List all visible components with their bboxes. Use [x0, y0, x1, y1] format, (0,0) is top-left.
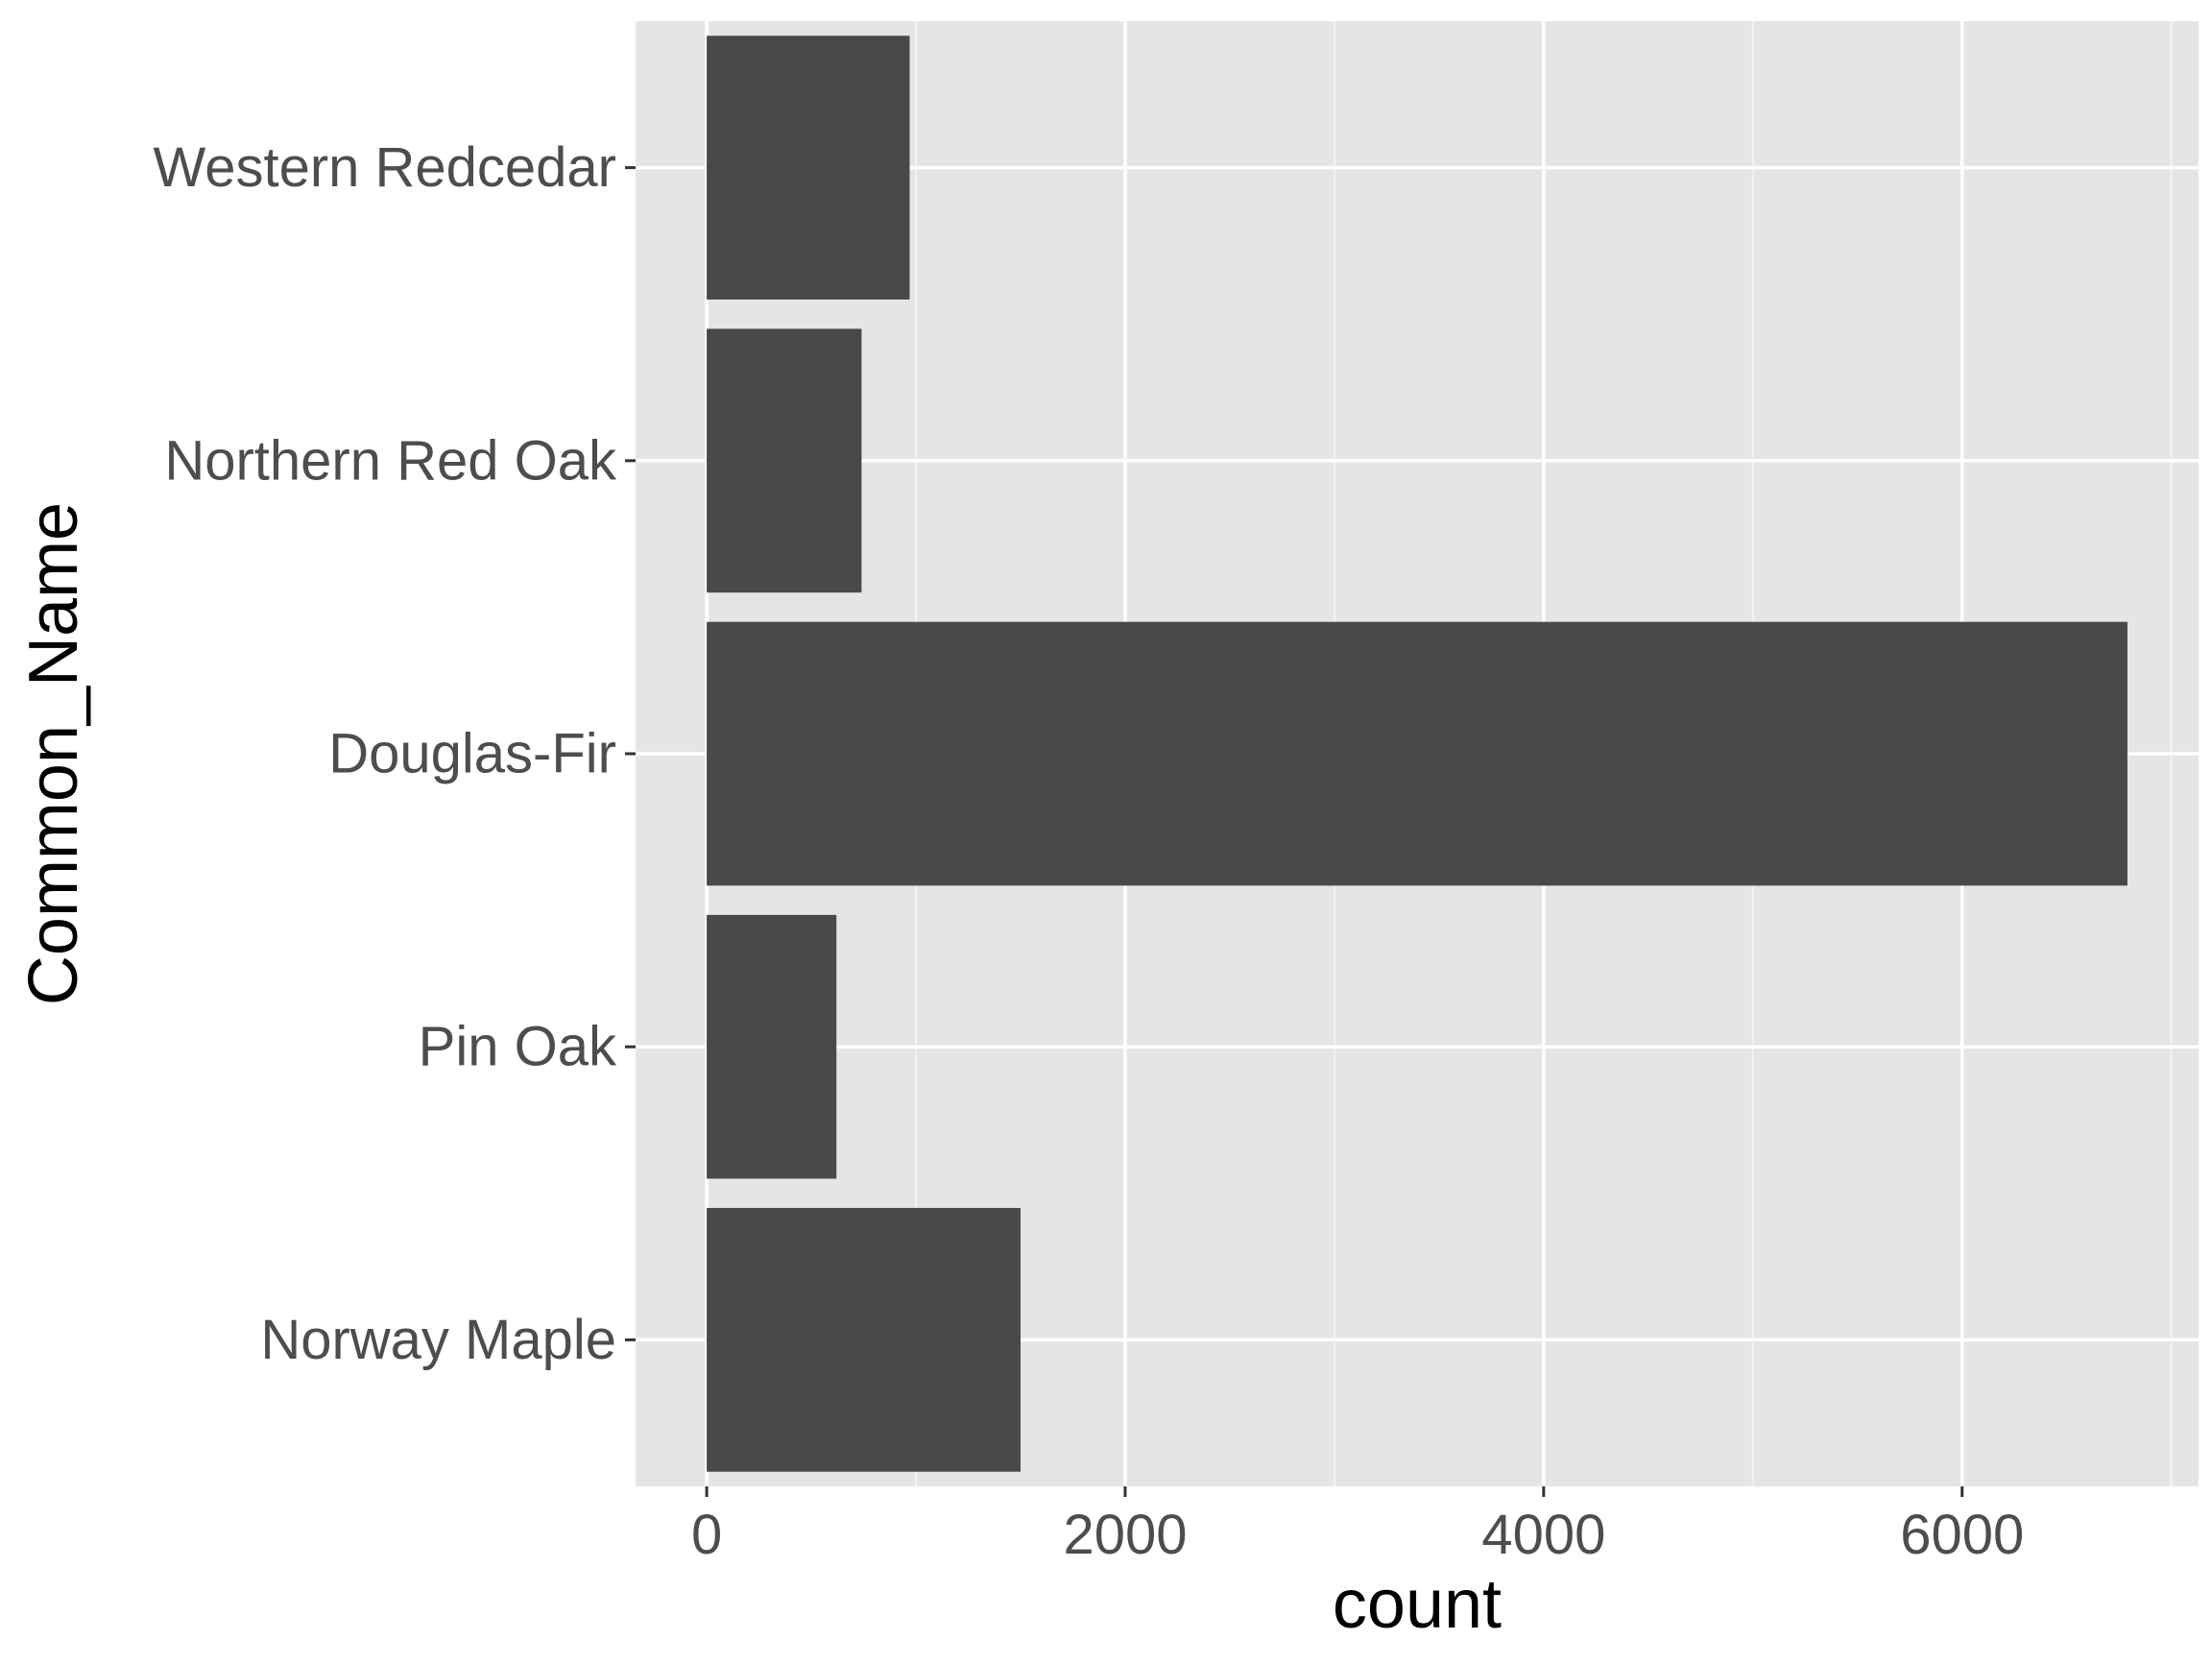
bar [707, 36, 910, 300]
x-tick-label: 4000 [1481, 1504, 1605, 1566]
x-tick-label: 0 [691, 1504, 722, 1566]
bars-group [707, 36, 2128, 1472]
y-tick-label: Douglas-Fir [328, 723, 616, 785]
x-tick-label: 2000 [1063, 1504, 1187, 1566]
bar [707, 621, 2128, 886]
x-axis: 0 2000 4000 6000 [691, 1486, 2024, 1566]
y-axis-title: Common_Name [15, 502, 92, 1005]
bar [707, 1208, 1022, 1472]
x-tick-label: 6000 [1900, 1504, 2024, 1566]
y-tick-label: Pin Oak [419, 1016, 617, 1078]
bar [707, 914, 837, 1179]
y-tick-label: Western Redcedar [154, 136, 617, 199]
y-tick-label: Northern Red Oak [164, 429, 617, 492]
y-axis: Western Redcedar Northern Red Oak Douglas-… [154, 136, 636, 1371]
x-axis-title: count [1333, 1566, 1502, 1643]
bar [707, 328, 862, 593]
y-tick-label: Norway Maple [260, 1309, 616, 1371]
